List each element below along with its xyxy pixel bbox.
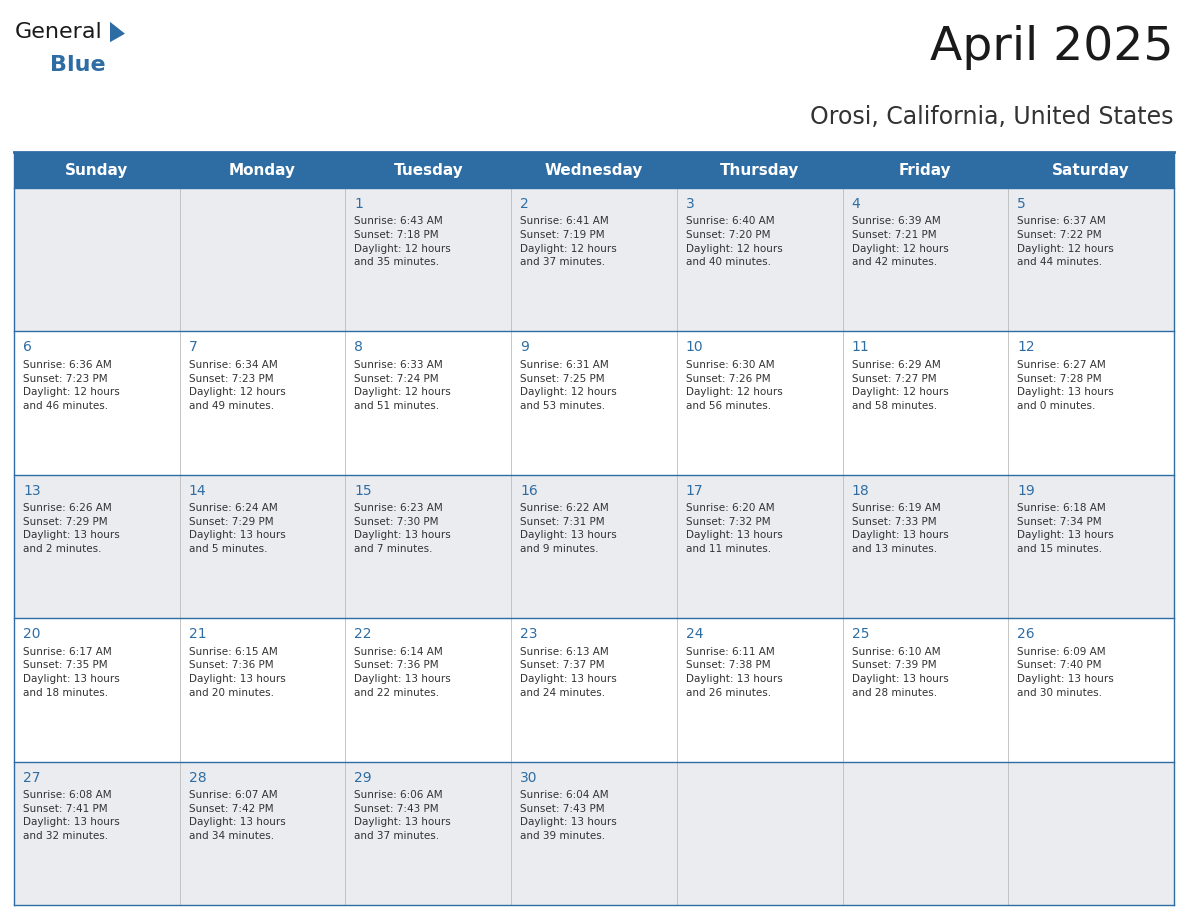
Text: Sunrise: 6:19 AM
Sunset: 7:33 PM
Daylight: 13 hours
and 13 minutes.: Sunrise: 6:19 AM Sunset: 7:33 PM Dayligh…	[852, 503, 948, 554]
Text: Sunrise: 6:07 AM
Sunset: 7:42 PM
Daylight: 13 hours
and 34 minutes.: Sunrise: 6:07 AM Sunset: 7:42 PM Dayligh…	[189, 790, 285, 841]
Text: Monday: Monday	[229, 162, 296, 177]
Text: 15: 15	[354, 484, 372, 498]
Text: Thursday: Thursday	[720, 162, 800, 177]
Text: Sunrise: 6:24 AM
Sunset: 7:29 PM
Daylight: 13 hours
and 5 minutes.: Sunrise: 6:24 AM Sunset: 7:29 PM Dayligh…	[189, 503, 285, 554]
Text: 11: 11	[852, 341, 870, 354]
Text: Sunrise: 6:10 AM
Sunset: 7:39 PM
Daylight: 13 hours
and 28 minutes.: Sunrise: 6:10 AM Sunset: 7:39 PM Dayligh…	[852, 646, 948, 698]
Text: 3: 3	[685, 197, 695, 211]
Bar	[14, 618, 1174, 762]
Text: Sunrise: 6:40 AM
Sunset: 7:20 PM
Daylight: 12 hours
and 40 minutes.: Sunrise: 6:40 AM Sunset: 7:20 PM Dayligh…	[685, 217, 783, 267]
Bar	[14, 331, 1174, 475]
Text: 29: 29	[354, 770, 372, 785]
Text: Sunrise: 6:15 AM
Sunset: 7:36 PM
Daylight: 13 hours
and 20 minutes.: Sunrise: 6:15 AM Sunset: 7:36 PM Dayligh…	[189, 646, 285, 698]
Text: Sunrise: 6:18 AM
Sunset: 7:34 PM
Daylight: 13 hours
and 15 minutes.: Sunrise: 6:18 AM Sunset: 7:34 PM Dayligh…	[1017, 503, 1114, 554]
Text: Sunrise: 6:17 AM
Sunset: 7:35 PM
Daylight: 13 hours
and 18 minutes.: Sunrise: 6:17 AM Sunset: 7:35 PM Dayligh…	[23, 646, 120, 698]
Text: 16: 16	[520, 484, 538, 498]
Text: 4: 4	[852, 197, 860, 211]
Text: Sunrise: 6:36 AM
Sunset: 7:23 PM
Daylight: 12 hours
and 46 minutes.: Sunrise: 6:36 AM Sunset: 7:23 PM Dayligh…	[23, 360, 120, 410]
Text: 1: 1	[354, 197, 364, 211]
Text: Sunrise: 6:37 AM
Sunset: 7:22 PM
Daylight: 12 hours
and 44 minutes.: Sunrise: 6:37 AM Sunset: 7:22 PM Dayligh…	[1017, 217, 1114, 267]
Text: Sunrise: 6:08 AM
Sunset: 7:41 PM
Daylight: 13 hours
and 32 minutes.: Sunrise: 6:08 AM Sunset: 7:41 PM Dayligh…	[23, 790, 120, 841]
Text: Sunrise: 6:33 AM
Sunset: 7:24 PM
Daylight: 12 hours
and 51 minutes.: Sunrise: 6:33 AM Sunset: 7:24 PM Dayligh…	[354, 360, 451, 410]
Text: Sunrise: 6:29 AM
Sunset: 7:27 PM
Daylight: 12 hours
and 58 minutes.: Sunrise: 6:29 AM Sunset: 7:27 PM Dayligh…	[852, 360, 948, 410]
Text: 9: 9	[520, 341, 529, 354]
Text: Sunrise: 6:27 AM
Sunset: 7:28 PM
Daylight: 13 hours
and 0 minutes.: Sunrise: 6:27 AM Sunset: 7:28 PM Dayligh…	[1017, 360, 1114, 410]
Text: Sunrise: 6:09 AM
Sunset: 7:40 PM
Daylight: 13 hours
and 30 minutes.: Sunrise: 6:09 AM Sunset: 7:40 PM Dayligh…	[1017, 646, 1114, 698]
Text: Sunrise: 6:23 AM
Sunset: 7:30 PM
Daylight: 13 hours
and 7 minutes.: Sunrise: 6:23 AM Sunset: 7:30 PM Dayligh…	[354, 503, 451, 554]
Text: Sunrise: 6:30 AM
Sunset: 7:26 PM
Daylight: 12 hours
and 56 minutes.: Sunrise: 6:30 AM Sunset: 7:26 PM Dayligh…	[685, 360, 783, 410]
Text: Orosi, California, United States: Orosi, California, United States	[810, 105, 1174, 129]
Text: 10: 10	[685, 341, 703, 354]
Text: Sunrise: 6:41 AM
Sunset: 7:19 PM
Daylight: 12 hours
and 37 minutes.: Sunrise: 6:41 AM Sunset: 7:19 PM Dayligh…	[520, 217, 617, 267]
Text: 21: 21	[189, 627, 207, 641]
Text: 27: 27	[23, 770, 40, 785]
Text: Sunrise: 6:26 AM
Sunset: 7:29 PM
Daylight: 13 hours
and 2 minutes.: Sunrise: 6:26 AM Sunset: 7:29 PM Dayligh…	[23, 503, 120, 554]
Text: Sunrise: 6:34 AM
Sunset: 7:23 PM
Daylight: 12 hours
and 49 minutes.: Sunrise: 6:34 AM Sunset: 7:23 PM Dayligh…	[189, 360, 285, 410]
Text: 22: 22	[354, 627, 372, 641]
Bar	[14, 475, 1174, 618]
Text: Sunrise: 6:31 AM
Sunset: 7:25 PM
Daylight: 12 hours
and 53 minutes.: Sunrise: 6:31 AM Sunset: 7:25 PM Dayligh…	[520, 360, 617, 410]
Text: 6: 6	[23, 341, 32, 354]
Text: Wednesday: Wednesday	[545, 162, 643, 177]
Text: Tuesday: Tuesday	[393, 162, 463, 177]
Text: 30: 30	[520, 770, 538, 785]
Text: Saturday: Saturday	[1053, 162, 1130, 177]
Text: Sunrise: 6:13 AM
Sunset: 7:37 PM
Daylight: 13 hours
and 24 minutes.: Sunrise: 6:13 AM Sunset: 7:37 PM Dayligh…	[520, 646, 617, 698]
Text: Sunday: Sunday	[65, 162, 128, 177]
Text: Sunrise: 6:04 AM
Sunset: 7:43 PM
Daylight: 13 hours
and 39 minutes.: Sunrise: 6:04 AM Sunset: 7:43 PM Dayligh…	[520, 790, 617, 841]
Text: Sunrise: 6:06 AM
Sunset: 7:43 PM
Daylight: 13 hours
and 37 minutes.: Sunrise: 6:06 AM Sunset: 7:43 PM Dayligh…	[354, 790, 451, 841]
Text: 5: 5	[1017, 197, 1026, 211]
Text: Sunrise: 6:11 AM
Sunset: 7:38 PM
Daylight: 13 hours
and 26 minutes.: Sunrise: 6:11 AM Sunset: 7:38 PM Dayligh…	[685, 646, 783, 698]
Text: 23: 23	[520, 627, 538, 641]
Text: 2: 2	[520, 197, 529, 211]
Text: 28: 28	[189, 770, 207, 785]
Text: 18: 18	[852, 484, 870, 498]
Text: Friday: Friday	[899, 162, 952, 177]
Text: 13: 13	[23, 484, 40, 498]
Text: General: General	[15, 22, 102, 42]
Text: 25: 25	[852, 627, 870, 641]
Text: Sunrise: 6:20 AM
Sunset: 7:32 PM
Daylight: 13 hours
and 11 minutes.: Sunrise: 6:20 AM Sunset: 7:32 PM Dayligh…	[685, 503, 783, 554]
Text: 19: 19	[1017, 484, 1035, 498]
Text: Sunrise: 6:39 AM
Sunset: 7:21 PM
Daylight: 12 hours
and 42 minutes.: Sunrise: 6:39 AM Sunset: 7:21 PM Dayligh…	[852, 217, 948, 267]
Text: 7: 7	[189, 341, 197, 354]
Text: 8: 8	[354, 341, 364, 354]
Bar	[14, 188, 1174, 331]
Bar	[14, 762, 1174, 905]
Bar	[14, 152, 1174, 188]
Text: 17: 17	[685, 484, 703, 498]
Text: 24: 24	[685, 627, 703, 641]
Text: Sunrise: 6:22 AM
Sunset: 7:31 PM
Daylight: 13 hours
and 9 minutes.: Sunrise: 6:22 AM Sunset: 7:31 PM Dayligh…	[520, 503, 617, 554]
Text: Blue: Blue	[50, 55, 106, 75]
Text: 20: 20	[23, 627, 40, 641]
Text: 14: 14	[189, 484, 207, 498]
Text: April 2025: April 2025	[930, 25, 1174, 70]
Text: 26: 26	[1017, 627, 1035, 641]
Text: Sunrise: 6:14 AM
Sunset: 7:36 PM
Daylight: 13 hours
and 22 minutes.: Sunrise: 6:14 AM Sunset: 7:36 PM Dayligh…	[354, 646, 451, 698]
Text: Sunrise: 6:43 AM
Sunset: 7:18 PM
Daylight: 12 hours
and 35 minutes.: Sunrise: 6:43 AM Sunset: 7:18 PM Dayligh…	[354, 217, 451, 267]
Polygon shape	[110, 22, 125, 42]
Text: 12: 12	[1017, 341, 1035, 354]
